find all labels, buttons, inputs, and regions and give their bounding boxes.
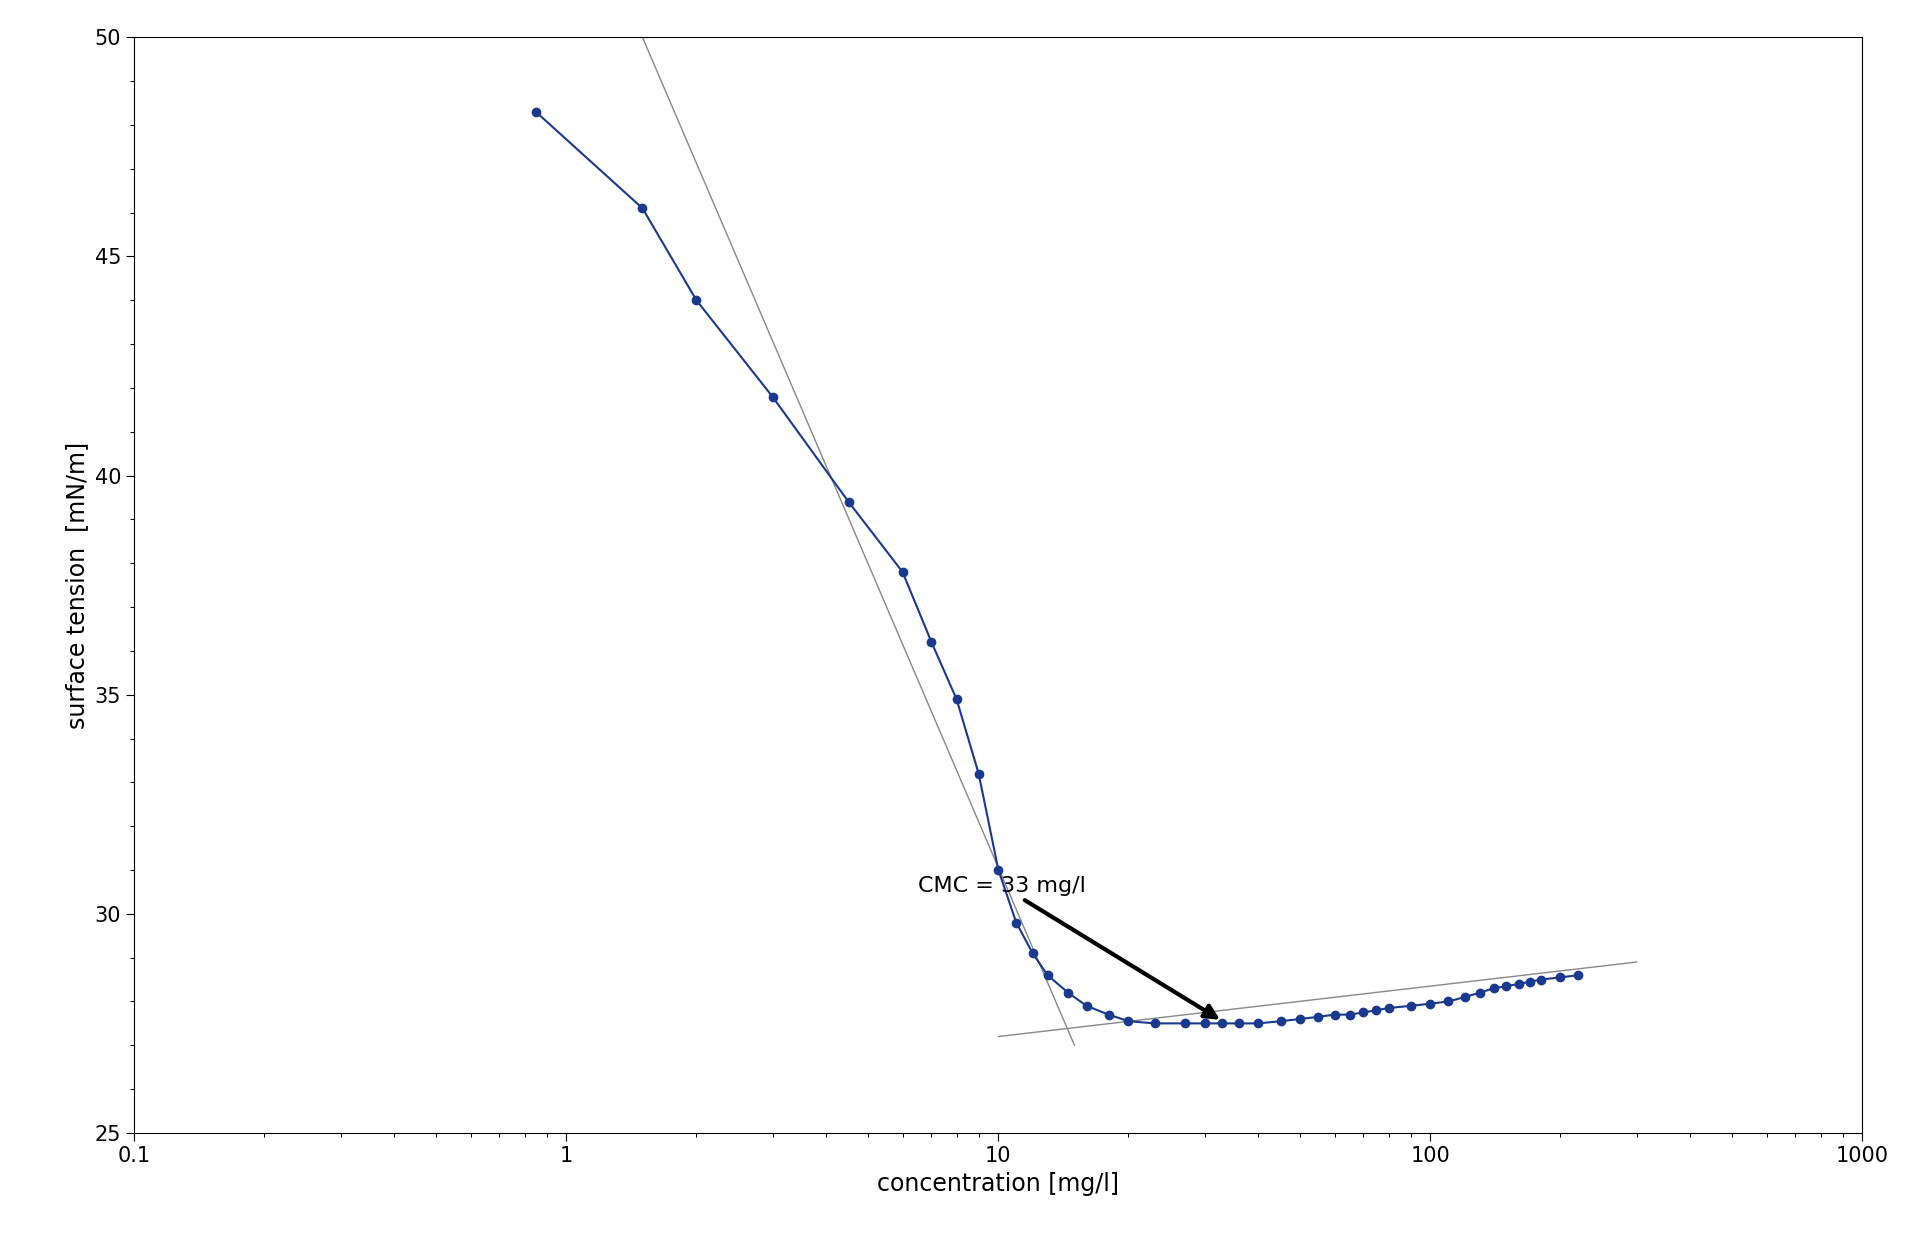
Y-axis label: surface tension  [mN/m]: surface tension [mN/m] bbox=[65, 442, 88, 728]
X-axis label: concentration [mg/l]: concentration [mg/l] bbox=[877, 1172, 1119, 1195]
Text: CMC = 33 mg/l: CMC = 33 mg/l bbox=[918, 876, 1215, 1017]
